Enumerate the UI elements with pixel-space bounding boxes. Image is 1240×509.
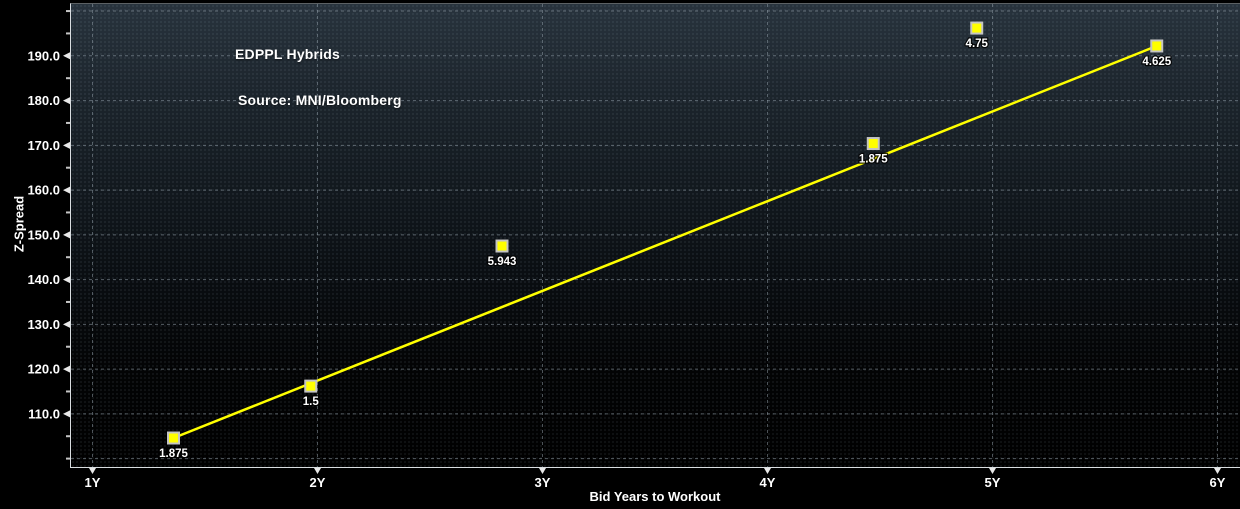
data-point-label: 1.875 xyxy=(859,154,888,166)
y-tick-arrow xyxy=(63,141,70,149)
x-tick-arrow xyxy=(764,468,771,474)
x-tick-arrow xyxy=(314,468,321,474)
y-minor-tick xyxy=(66,435,70,438)
data-point-label: 1.5 xyxy=(303,396,320,408)
y-tick-label: 160.0 xyxy=(27,183,60,198)
x-tick-label: 2Y xyxy=(310,475,326,490)
trend-line xyxy=(173,44,1158,440)
y-minor-tick xyxy=(66,32,70,35)
y-tick-label: 110.0 xyxy=(28,406,60,421)
x-tick-arrow xyxy=(1214,468,1221,474)
y-tick-label: 130.0 xyxy=(27,317,60,332)
plot-area xyxy=(70,3,1240,468)
y-minor-tick xyxy=(66,300,70,303)
x-tick-label: 6Y xyxy=(1210,475,1226,490)
x-tick-label: 5Y xyxy=(985,475,1001,490)
y-tick-arrow xyxy=(63,410,70,418)
y-tick-arrow xyxy=(63,320,70,328)
y-tick-label: 180.0 xyxy=(27,93,60,108)
y-tick-arrow xyxy=(63,186,70,194)
y-tick-arrow xyxy=(63,52,70,60)
data-point-label: 5.943 xyxy=(488,256,517,268)
data-point-marker[interactable] xyxy=(970,21,984,35)
y-tick-arrow xyxy=(63,97,70,105)
y-tick-label: 150.0 xyxy=(27,227,60,242)
y-minor-tick xyxy=(66,166,70,169)
data-point-marker[interactable] xyxy=(167,431,180,445)
y-minor-tick xyxy=(66,211,70,214)
y-tick-arrow xyxy=(63,365,70,373)
data-point-label: 1.875 xyxy=(159,448,188,460)
x-tick-label: 1Y xyxy=(85,475,101,490)
y-minor-tick xyxy=(66,77,70,80)
x-axis-title: Bid Years to Workout xyxy=(589,489,721,504)
x-tick-label: 3Y xyxy=(535,475,551,490)
y-axis-title: Z-Spread xyxy=(11,195,27,253)
y-tick-label: 120.0 xyxy=(27,362,60,377)
y-minor-tick xyxy=(66,256,70,259)
y-minor-tick xyxy=(66,390,70,393)
y-tick-label: 170.0 xyxy=(27,138,60,153)
y-minor-tick xyxy=(66,345,70,348)
y-tick-label: 140.0 xyxy=(27,272,60,287)
data-point-marker[interactable] xyxy=(866,137,880,151)
y-tick-label: 190.0 xyxy=(27,48,60,63)
data-point-label: 4.625 xyxy=(1142,56,1171,68)
data-point-marker[interactable] xyxy=(1150,39,1164,53)
data-point-marker[interactable] xyxy=(304,379,318,393)
chart-source-label: Source: MNI/Bloomberg xyxy=(238,92,402,108)
chart-title: EDPPL Hybrids xyxy=(235,46,341,62)
x-tick-label: 4Y xyxy=(760,475,776,490)
data-point-marker[interactable] xyxy=(495,239,509,253)
y-tick-arrow xyxy=(63,231,70,239)
x-tick-arrow xyxy=(89,468,96,474)
x-tick-arrow xyxy=(989,468,996,474)
x-tick-arrow xyxy=(539,468,546,474)
y-minor-tick xyxy=(66,121,70,124)
y-tick-arrow xyxy=(63,276,70,284)
data-point-label: 4.75 xyxy=(966,38,989,50)
y-minor-tick xyxy=(66,10,70,13)
y-minor-tick xyxy=(66,457,70,460)
